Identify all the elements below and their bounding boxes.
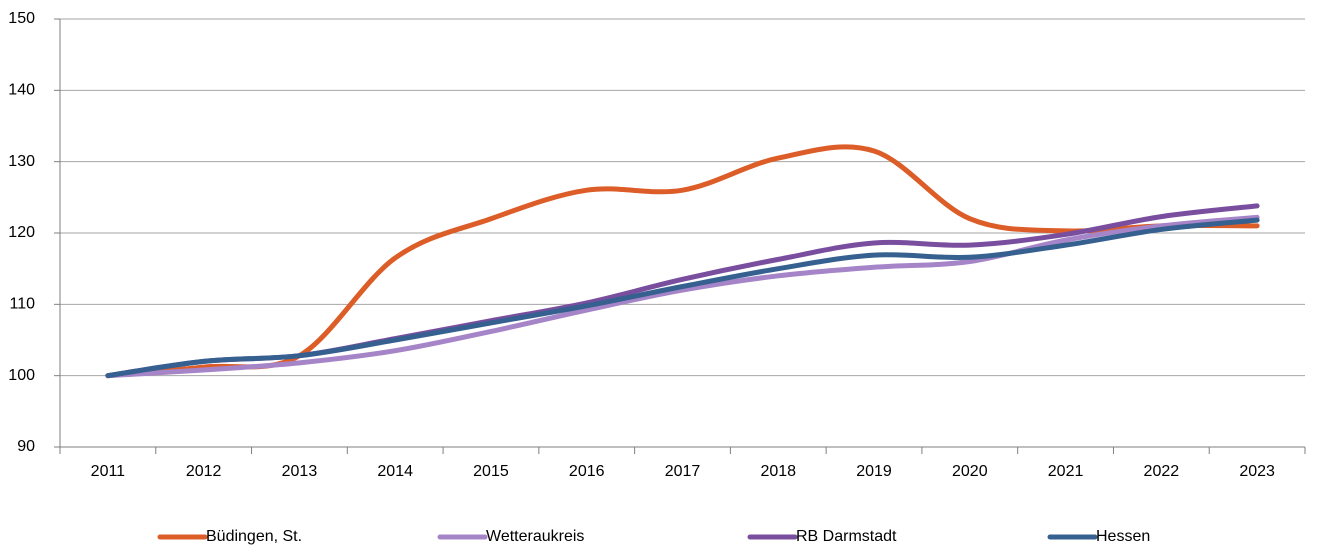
- x-tick-label: 2015: [473, 463, 509, 480]
- x-tick-label: 2016: [569, 463, 605, 480]
- x-tick-label: 2020: [952, 463, 988, 480]
- y-tick-label: 150: [8, 10, 35, 27]
- series-line: [105, 144, 1260, 379]
- x-tick-label: 2022: [1144, 463, 1180, 480]
- x-tick-label: 2019: [856, 463, 892, 480]
- y-tick-label: 110: [9, 296, 35, 313]
- series-line: [105, 217, 1260, 379]
- x-tick-label: 2012: [186, 463, 222, 480]
- legend-label: Hessen: [1096, 528, 1150, 545]
- x-tick-label: 2011: [91, 463, 126, 480]
- y-tick-label: 100: [8, 367, 35, 384]
- x-tick-label: 2023: [1239, 463, 1275, 480]
- y-tick-label: 130: [8, 153, 35, 170]
- legend-label: Wetteraukreis: [486, 528, 584, 545]
- series-line: [105, 214, 1260, 379]
- x-tick-label: 2017: [665, 463, 701, 480]
- x-tick-label: 2013: [282, 463, 318, 480]
- y-tick-label: 140: [8, 82, 35, 99]
- y-tick-label: 90: [17, 438, 35, 455]
- x-tick-label: 2021: [1048, 463, 1084, 480]
- legend-label: RB Darmstadt: [796, 528, 897, 545]
- y-tick-label: 120: [8, 224, 35, 241]
- x-tick-label: 2014: [377, 463, 413, 480]
- x-tick-label: 2018: [760, 463, 796, 480]
- legend-label: Büdingen, St.: [206, 528, 302, 545]
